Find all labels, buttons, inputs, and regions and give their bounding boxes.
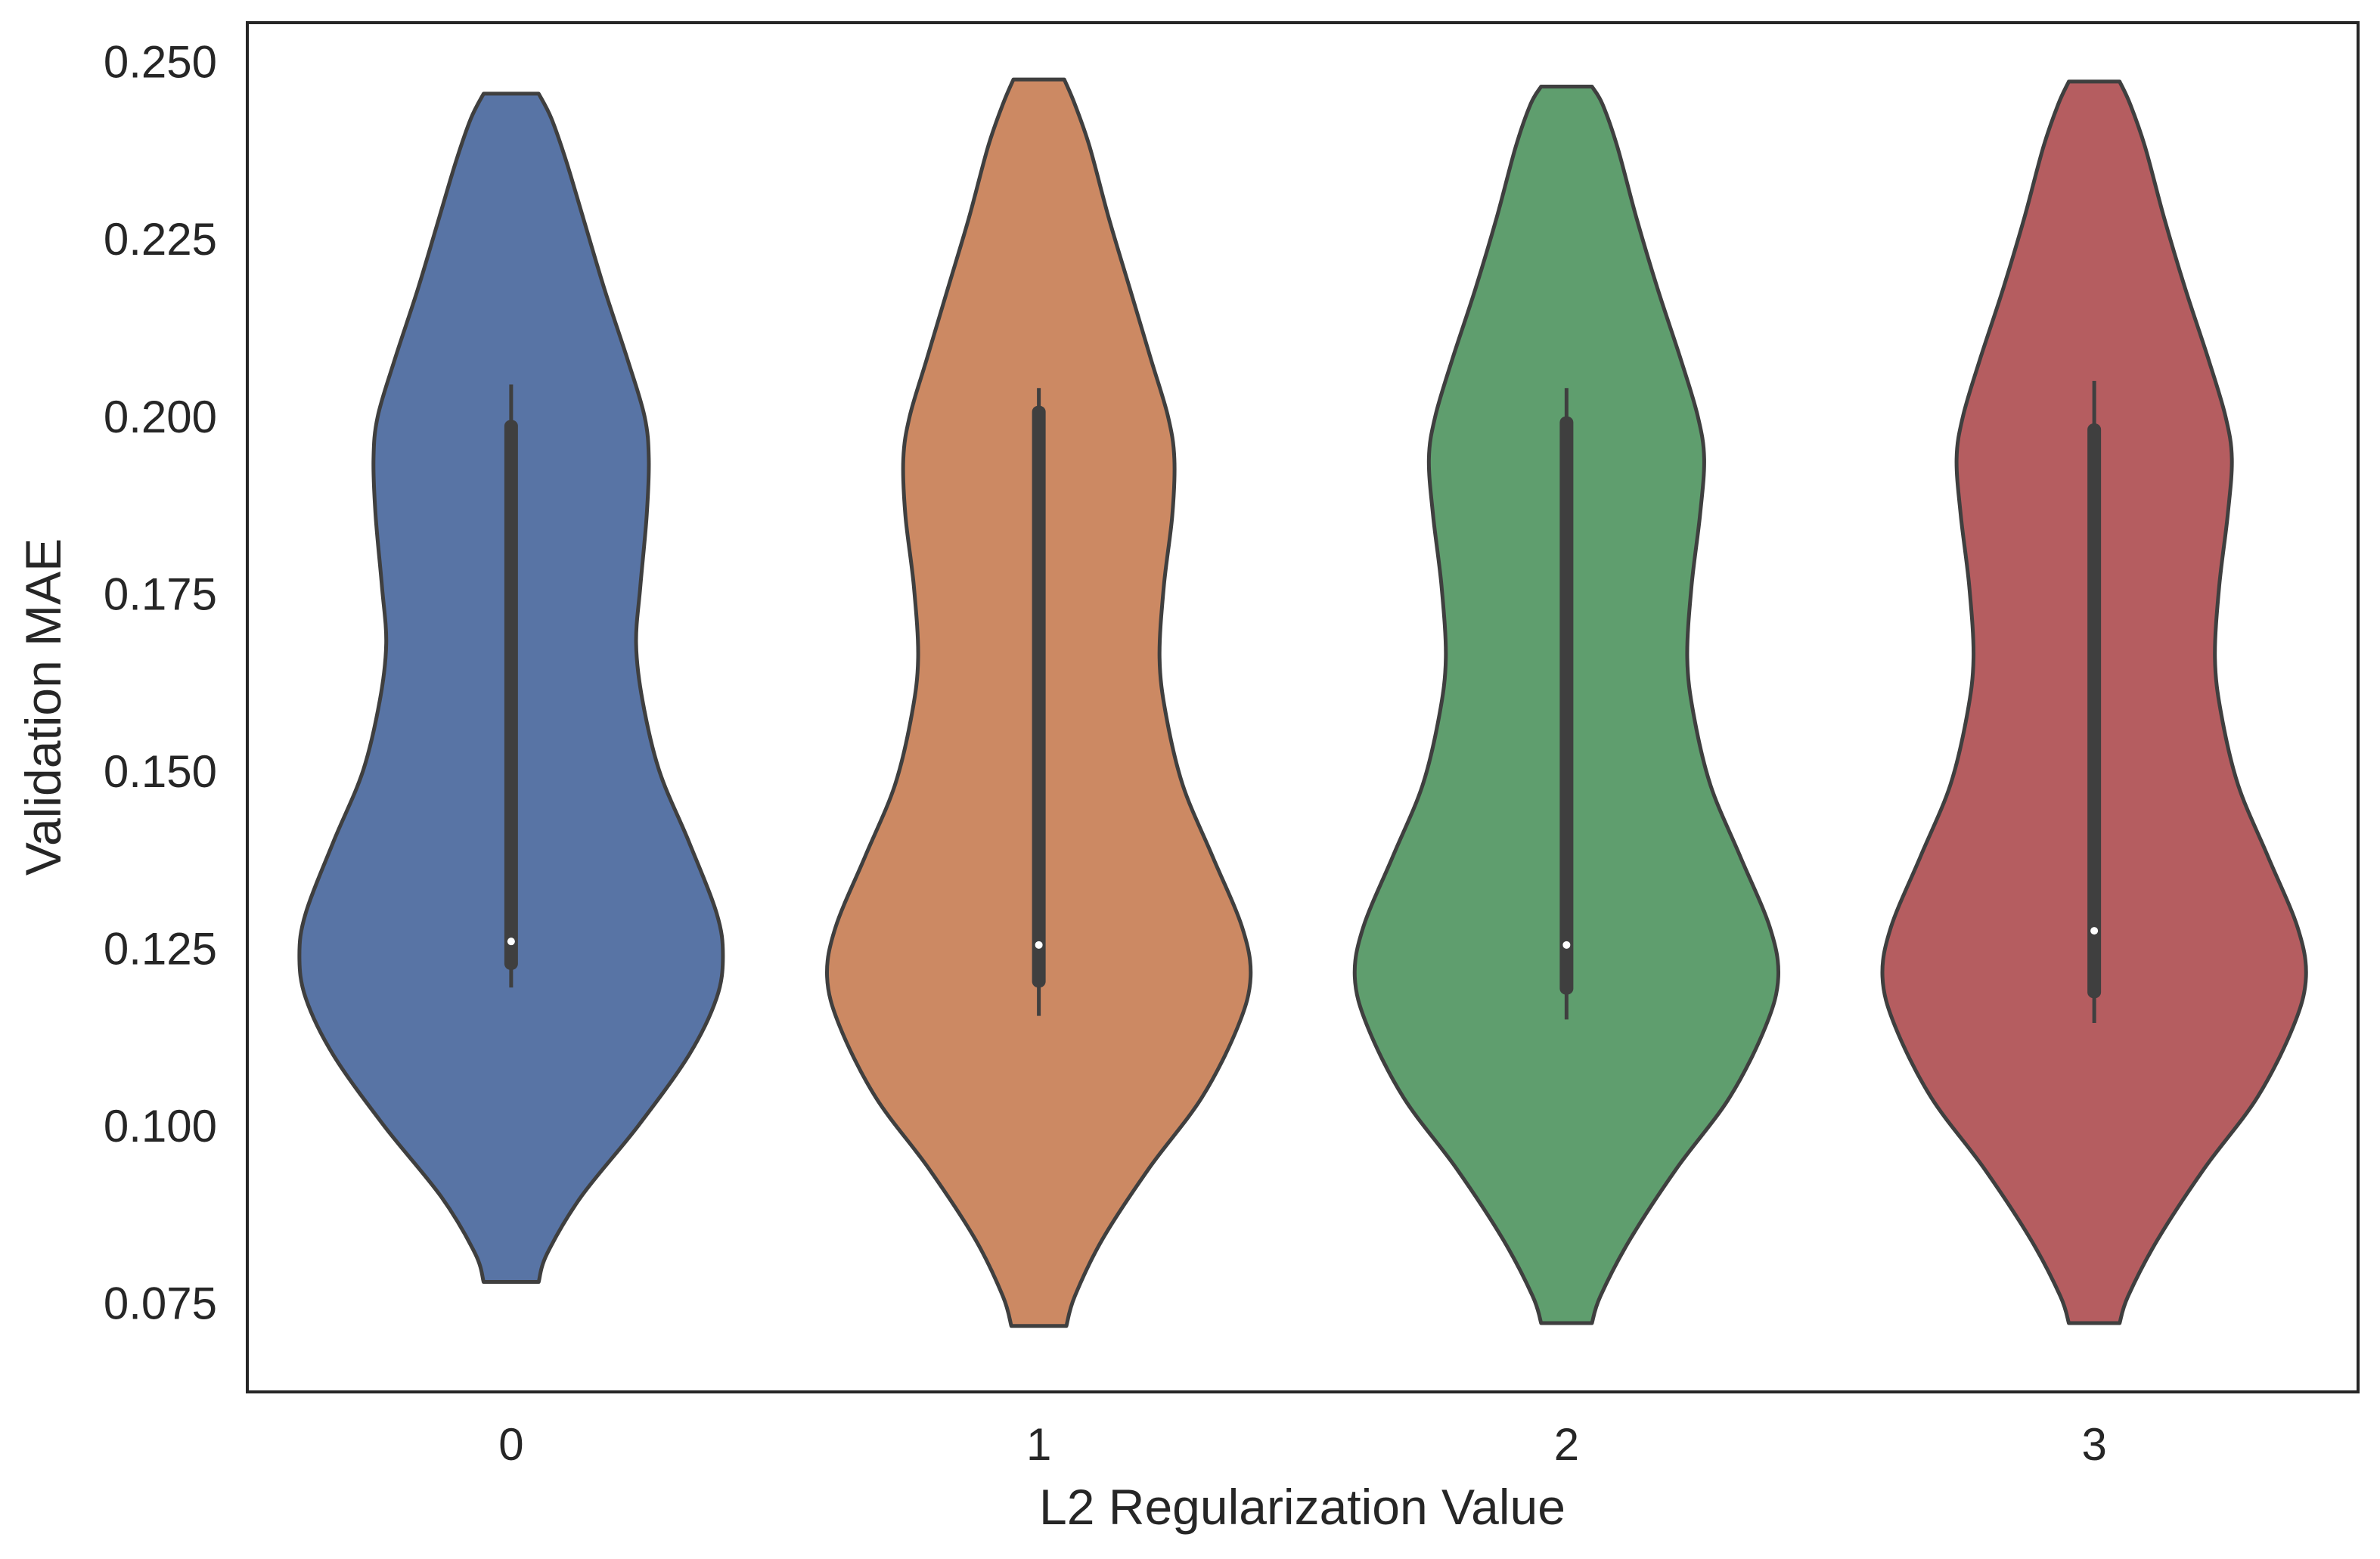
- violin-median-dot: [1562, 941, 1571, 949]
- plot-frame: [246, 21, 2360, 1393]
- violins-layer: [297, 77, 2308, 1328]
- violin-median-dot: [2090, 927, 2099, 935]
- y-tick-label: 0.200: [104, 392, 217, 442]
- violin-iqr-box: [1559, 416, 1574, 995]
- y-tick-labels: 0.075 0.100 0.125 0.150 0.175 0.200 0.225 0.250: [104, 37, 217, 1329]
- violin-iqr-box: [1032, 405, 1046, 988]
- violin-iqr-box: [2087, 423, 2102, 999]
- y-tick-label: 0.125: [104, 924, 217, 975]
- y-tick-label: 0.175: [104, 569, 217, 619]
- x-tick-label: 3: [2081, 1419, 2106, 1470]
- x-tick-label: 0: [498, 1419, 523, 1470]
- violin-1: [824, 77, 1253, 1328]
- y-tick-label: 0.250: [104, 37, 217, 88]
- violin-median-dot: [1035, 941, 1043, 949]
- violin-median-dot: [507, 938, 515, 946]
- violin-0: [297, 91, 725, 1285]
- x-tick-label: 1: [1026, 1419, 1051, 1470]
- y-tick-label: 0.100: [104, 1101, 217, 1151]
- violin-iqr-box: [504, 420, 518, 970]
- y-tick-label: 0.225: [104, 214, 217, 265]
- x-tick-label: 2: [1554, 1419, 1579, 1470]
- violin-2: [1352, 84, 1781, 1325]
- violin-3: [1880, 79, 2308, 1325]
- y-tick-label: 0.150: [104, 746, 217, 797]
- y-axis-title: Validation MAE: [15, 538, 71, 876]
- x-axis-title: L2 Regularization Value: [1039, 1479, 1565, 1535]
- y-tick-label: 0.075: [104, 1279, 217, 1329]
- x-tick-labels: 0 1 2 3: [498, 1419, 2107, 1470]
